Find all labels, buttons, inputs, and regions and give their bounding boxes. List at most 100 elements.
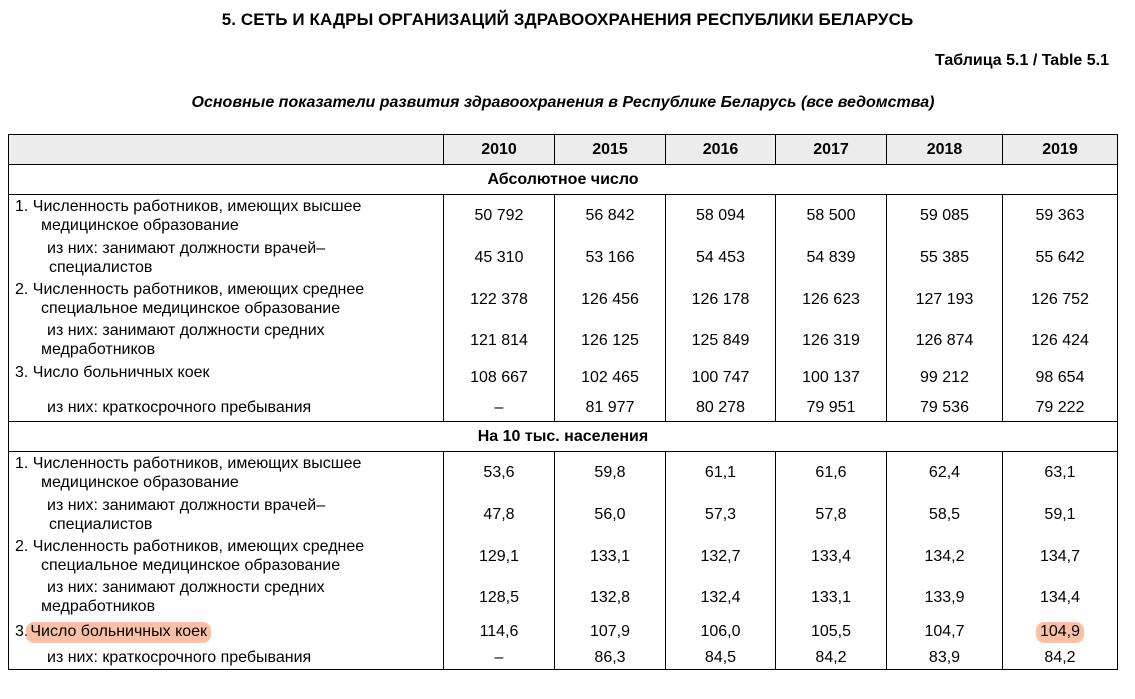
highlight-marker: 104,9	[1035, 622, 1085, 643]
row-label-line: специальное медицинское образование	[41, 557, 341, 574]
row-label-line: из них: краткосрочного пребывания	[47, 398, 312, 416]
table-cell: 59,1	[1002, 493, 1118, 536]
table-cell: 56,0	[554, 493, 666, 536]
year-header: 2016	[665, 134, 776, 165]
table-cell: –	[443, 393, 555, 422]
table-cell: 47,8	[443, 493, 555, 536]
table-cell: 127 193	[886, 278, 1003, 320]
table-cell: 81 977	[554, 393, 666, 422]
table-cell: 126 874	[886, 319, 1003, 361]
row-label-line: медработников	[41, 341, 156, 358]
table-cell: 84,2	[775, 645, 887, 670]
table-cell: 79 222	[1002, 393, 1118, 422]
section-header-absolute: Абсолютное число	[8, 164, 1118, 195]
row-label: 3. Число больничных коек	[8, 617, 444, 646]
table-cell: 121 814	[443, 319, 555, 361]
row-label: 2. Численность работников, имеющих средн…	[8, 535, 444, 577]
row-label-line: 2. Численность работников, имеющих средн…	[15, 281, 365, 298]
table-cell: 54 453	[665, 236, 776, 279]
table-cell: 134,4	[1002, 576, 1118, 618]
table-cell: 107,9	[554, 617, 666, 646]
row-label-line: медицинское образование	[41, 216, 239, 234]
row-label: из них: краткосрочного пребывания	[8, 645, 444, 670]
row-label: 1. Численность работников, имеющих высше…	[8, 194, 444, 237]
table-row-highlighted: 3. Число больничных коек 114,6 107,9 106,…	[8, 617, 1118, 646]
year-header: 2015	[554, 134, 666, 165]
table-cell: 128,5	[443, 576, 555, 618]
table-cell: 83,9	[886, 645, 1003, 670]
row-label-line: 2. Численность работников, имеющих средн…	[15, 538, 365, 555]
table-cell: 126 125	[554, 319, 666, 361]
table-row: 2. Численность работников, имеющих средн…	[8, 535, 1118, 577]
table-row: из них: занимают должности врачей– специ…	[8, 493, 1118, 536]
table-row: из них: занимают должности средних медра…	[8, 319, 1118, 361]
table-cell: 100 137	[775, 360, 887, 394]
row-label: из них: краткосрочного пребывания	[8, 393, 444, 422]
table-cell: 84,2	[1002, 645, 1118, 670]
section-header-per-10k: На 10 тыс. населения	[8, 421, 1118, 452]
table-cell: 126 424	[1002, 319, 1118, 361]
table-cell: 99 212	[886, 360, 1003, 394]
table-cell: 105,5	[775, 617, 887, 646]
table-cell: 104,7	[886, 617, 1003, 646]
row-label: из них: занимают должности средних медра…	[8, 576, 444, 618]
table-cell: 114,6	[443, 617, 555, 646]
table-cell: 126 178	[665, 278, 776, 320]
row-label-line: из них: занимают должности врачей–	[47, 239, 326, 257]
table-cell: 134,7	[1002, 535, 1118, 577]
row-label-line: специальное медицинское образование	[41, 300, 341, 317]
row-label: из них: занимают должности врачей– специ…	[8, 236, 444, 279]
table-cell: 61,6	[775, 451, 887, 494]
table-cell: 57,3	[665, 493, 776, 536]
table-cell: 53,6	[443, 451, 555, 494]
table-number: Таблица 5.1 / Table 5.1	[935, 52, 1109, 69]
table-cell: 50 792	[443, 194, 555, 237]
section-heading: 5. СЕТЬ И КАДРЫ ОРГАНИЗАЦИЙ ЗДРАВООХРАНЕ…	[221, 10, 914, 29]
table-cell: 58,5	[886, 493, 1003, 536]
table-cell: 104,9	[1002, 617, 1118, 646]
row-label-line: 1. Численность работников, имеющих высше…	[15, 197, 362, 215]
section-title: На 10 тыс. населения	[8, 421, 1118, 452]
table-cell: 122 378	[443, 278, 555, 320]
row-label: из них: занимают должности врачей– специ…	[8, 493, 444, 536]
highlight-marker: Число больничных коек	[26, 622, 212, 643]
table-cell: 126 752	[1002, 278, 1118, 320]
table-cell: 80 278	[665, 393, 776, 422]
row-label-line: из них: краткосрочного пребывания	[47, 648, 312, 666]
row-label-line: специалистов	[49, 258, 153, 276]
table-cell: 53 166	[554, 236, 666, 279]
row-label-line: из них: занимают должности врачей–	[47, 496, 326, 514]
table-cell: 61,1	[665, 451, 776, 494]
table-cell: 100 747	[665, 360, 776, 394]
table-cell: 63,1	[1002, 451, 1118, 494]
row-label-prefix: 3.	[15, 623, 29, 640]
year-header: 2018	[886, 134, 1003, 165]
table-cell: 79 536	[886, 393, 1003, 422]
table-cell: 45 310	[443, 236, 555, 279]
table-cell: 59,8	[554, 451, 666, 494]
table-cell: 59 363	[1002, 194, 1118, 237]
row-label-line: медработников	[41, 598, 156, 615]
table-cell: 132,7	[665, 535, 776, 577]
table-row: из них: краткосрочного пребывания – 86,3…	[8, 645, 1118, 670]
table-cell: 55 642	[1002, 236, 1118, 279]
row-label: 1. Численность работников, имеющих высше…	[8, 451, 444, 494]
table-cell: 133,9	[886, 576, 1003, 618]
row-label-line: из них: занимают должности средних	[47, 579, 325, 596]
table-cell: 126 319	[775, 319, 887, 361]
year-header: 2010	[443, 134, 555, 165]
table-row: 3. Число больничных коек 108 667 102 465…	[8, 360, 1118, 394]
table-cell: 129,1	[443, 535, 555, 577]
table-cell: 62,4	[886, 451, 1003, 494]
row-label-line: 1. Численность работников, имеющих высше…	[15, 454, 362, 472]
row-label: 2. Численность работников, имеющих средн…	[8, 278, 444, 320]
header-empty-cell	[8, 134, 444, 165]
row-label-line: медицинское образование	[41, 473, 239, 491]
table-cell: 126 456	[554, 278, 666, 320]
table-cell: 125 849	[665, 319, 776, 361]
table-caption: Основные показатели развития здравоохран…	[191, 94, 935, 111]
table-cell: 57,8	[775, 493, 887, 536]
table-cell: –	[443, 645, 555, 670]
table-cell: 108 667	[443, 360, 555, 394]
table-cell: 86,3	[554, 645, 666, 670]
